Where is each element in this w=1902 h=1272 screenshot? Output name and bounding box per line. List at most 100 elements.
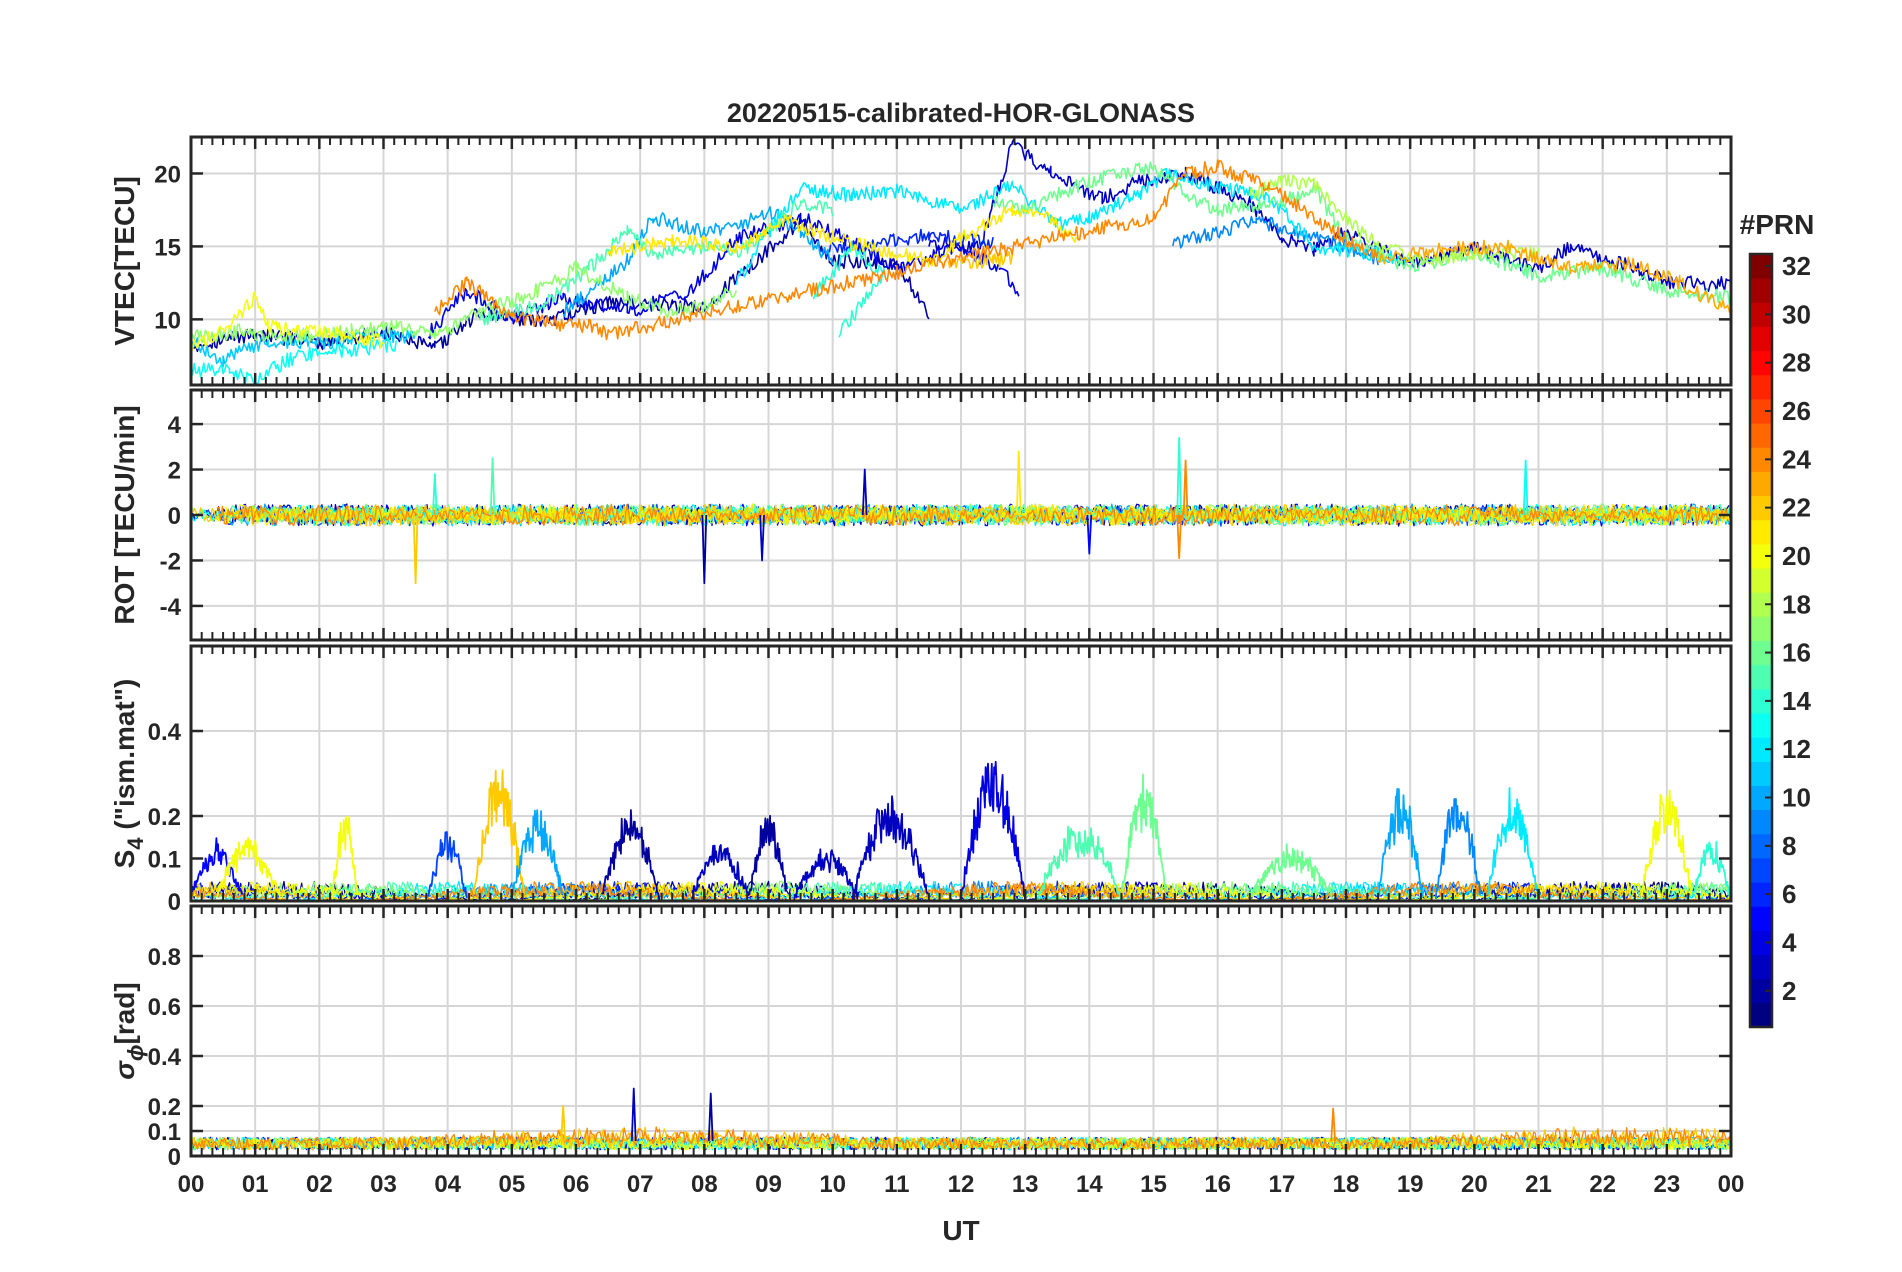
x-tick-label: 03 (370, 1171, 397, 1198)
s4-burst-prn-22 (472, 769, 526, 895)
s4-burst-prn-16 (1120, 773, 1167, 894)
y-tick-label: 0.6 (148, 994, 181, 1021)
sigma-spike (630, 1087, 637, 1142)
s4-burst-prn-2 (601, 809, 661, 901)
x-ticks (189, 906, 1733, 1156)
vtec-series-prn-13 (191, 337, 398, 385)
s4-burst-prn-3 (793, 848, 859, 900)
rot-spike (1176, 436, 1182, 516)
s4-burst-prn-10 (510, 809, 564, 898)
x-ticks (189, 137, 1733, 385)
colorbar-step (1750, 712, 1772, 738)
y-tick-label: 0 (168, 889, 181, 916)
vtec-series-prn-14 (812, 240, 885, 338)
colorbar-step (1750, 447, 1772, 472)
x-tick-label: 23 (1653, 1171, 1680, 1198)
colorbar-step (1750, 398, 1772, 424)
rot-spike (1176, 514, 1182, 560)
y-axis-label: VTEC[TECU] (109, 176, 140, 346)
colorbar-step (1750, 1002, 1772, 1028)
x-tick-label: 12 (948, 1171, 975, 1198)
x-ticks (189, 390, 1733, 640)
colorbar-step (1750, 278, 1772, 303)
colorbar-step (1750, 785, 1772, 811)
colorbar-step (1750, 954, 1772, 980)
s4-burst-prn-20 (216, 837, 282, 901)
y-axis-label: σϕ[rad] (109, 982, 148, 1080)
y-tick-label: 0.4 (148, 719, 182, 746)
colorbar-tick-label: 4 (1782, 927, 1797, 957)
colorbar-title: #PRN (1740, 209, 1815, 240)
y-tick-label: -2 (160, 548, 181, 575)
x-tick-label: 17 (1268, 1171, 1295, 1198)
colorbar-step (1750, 688, 1772, 714)
sigma-spike (1330, 1107, 1336, 1142)
x-tick-label: 01 (242, 1171, 269, 1198)
vtec-series-prn-9 (1172, 215, 1379, 266)
sigma-spike (560, 1105, 566, 1142)
s4-burst-prn-15 (1037, 825, 1122, 901)
x-tick-label: 09 (755, 1171, 782, 1198)
colorbar-tick-label: 26 (1782, 396, 1811, 426)
x-tick-label: 05 (498, 1171, 525, 1198)
vtec-series-prn-16 (992, 161, 1731, 305)
colorbar-step (1750, 543, 1772, 569)
x-tick-label: 22 (1589, 1171, 1616, 1198)
panel-sigma_phi: 00.10.2 0.4 0.6 0.8σϕ[rad] (109, 904, 1733, 1171)
x-tick-label: 15 (1140, 1171, 1167, 1198)
colorbar-step (1750, 882, 1772, 907)
colorbar-step (1750, 978, 1772, 1004)
rot-spike (489, 457, 496, 516)
colorbar-step (1750, 664, 1772, 690)
rot-spike (1522, 459, 1529, 516)
colorbar-step (1750, 423, 1772, 448)
figure-title: 20220515-calibrated-HOR-GLONASS (727, 98, 1195, 128)
x-tick-label: 07 (627, 1171, 654, 1198)
s4-burst-prn-16 (1248, 843, 1334, 901)
colorbar-step (1750, 809, 1772, 835)
grid (191, 646, 1731, 902)
colorbar-tick-label: 22 (1782, 493, 1811, 523)
vtec-series-prn-10 (562, 206, 834, 317)
rot-series-prn-24 (216, 503, 1731, 527)
vtec-series-prn-18 (1249, 174, 1540, 266)
colorbar-tick-label: 32 (1782, 251, 1811, 281)
x-tick-label: 16 (1204, 1171, 1231, 1198)
colorbar-box (1748, 252, 1774, 1029)
colorbar-step (1750, 930, 1772, 956)
y-tick-label: 0.1 (148, 847, 181, 874)
rot-spike (1182, 459, 1189, 516)
colorbar-tick-label: 18 (1782, 589, 1811, 619)
colorbar-step (1750, 374, 1772, 400)
vtec-series-prn-15 (479, 198, 834, 326)
x-tick-label: 04 (434, 1171, 461, 1198)
colorbar-tick-label: 28 (1782, 348, 1811, 378)
x-tick-label: 10 (819, 1171, 846, 1198)
vtec-series-prn-22 (947, 251, 1014, 269)
y-tick-label: 0.8 (148, 944, 181, 971)
x-tick-label: 14 (1076, 1171, 1103, 1198)
colorbar-tick-label: 2 (1782, 976, 1796, 1006)
vtec-series-prn-23 (1377, 239, 1731, 315)
rot-spike (759, 514, 765, 562)
x-tick-label: 11 (884, 1171, 909, 1198)
y-tick-label: -4 (160, 594, 182, 621)
colorbar-step (1750, 519, 1772, 545)
x-tick-label: 02 (306, 1171, 333, 1198)
rot-spike (861, 468, 868, 516)
x-axis-label: UT (942, 1215, 979, 1246)
s4-burst-prn-20 (1640, 789, 1693, 901)
rot-spike (412, 514, 419, 585)
y-tick-label: 10 (154, 307, 181, 334)
x-tick-label: 00 (1718, 1171, 1745, 1198)
data-lines (191, 138, 1731, 385)
colorbar-step (1750, 254, 1772, 279)
panel-vtec: 10 15 20 VTEC[TECU] (109, 135, 1733, 387)
colorbar-step (1750, 592, 1772, 617)
colorbar-step (1750, 616, 1772, 641)
rot-spike (432, 473, 438, 516)
s4-burst-prn-4 (960, 760, 1026, 901)
rot-spike (701, 514, 708, 585)
colorbar-step (1750, 302, 1772, 327)
